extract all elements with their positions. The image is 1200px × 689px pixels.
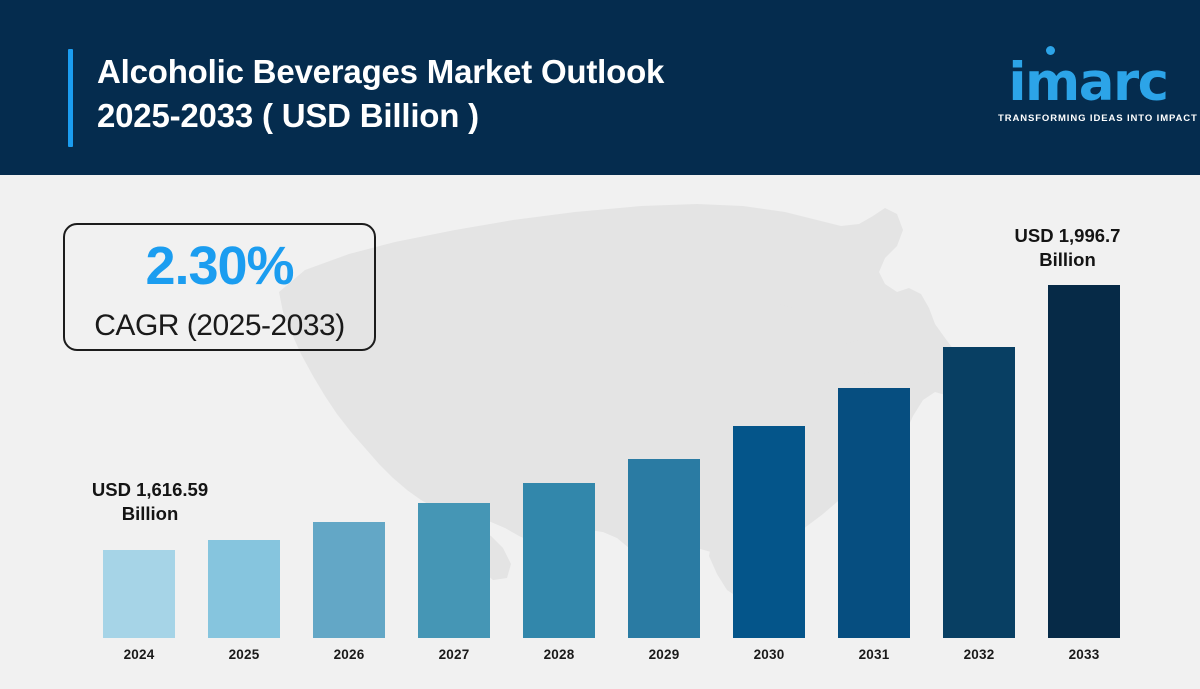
cagr-value: 2.30% — [145, 236, 294, 296]
cagr-label: CAGR (2025-2033) — [94, 309, 345, 342]
x-axis-label-2027: 2027 — [438, 647, 470, 662]
logo-wordmark-label: imarc — [1008, 52, 1169, 113]
x-axis-label-2025: 2025 — [228, 647, 260, 662]
x-axis-label-2024: 2024 — [123, 647, 155, 662]
x-axis-label-2031: 2031 — [858, 647, 890, 662]
cagr-callout-box: 2.30% CAGR (2025-2033) — [63, 223, 376, 351]
bar-2025 — [208, 540, 280, 638]
end-value-amount: USD 1,996.7 — [1014, 225, 1121, 246]
page-title-line-1: Alcoholic Beverages Market Outlook — [97, 53, 665, 90]
header-accent-bar — [68, 49, 73, 147]
x-axis-label-2029: 2029 — [648, 647, 680, 662]
bar-2028 — [523, 483, 595, 638]
bar-2032 — [943, 347, 1015, 638]
logo-wordmark-text: imarc — [998, 46, 1178, 109]
logo-dot-icon — [1046, 46, 1055, 55]
bar-2027 — [418, 503, 490, 638]
x-axis-label-2028: 2028 — [543, 647, 575, 662]
end-value-callout: USD 1,996.7 Billion — [960, 224, 1175, 272]
bar-2026 — [313, 522, 385, 638]
x-axis-label-2033: 2033 — [1068, 647, 1100, 662]
page-title: Alcoholic Beverages Market Outlook 2025-… — [97, 50, 927, 138]
bar-2024 — [103, 550, 175, 638]
logo-tagline: TRANSFORMING IDEAS INTO IMPACT — [998, 113, 1198, 124]
bar-2033 — [1048, 285, 1120, 638]
bar-2029 — [628, 459, 700, 638]
start-value-amount: USD 1,616.59 — [91, 479, 209, 500]
x-axis-label-2032: 2032 — [963, 647, 995, 662]
start-value-callout: USD 1,616.59 Billion — [45, 478, 255, 526]
bar-2030 — [733, 426, 805, 638]
x-axis-label-2030: 2030 — [753, 647, 785, 662]
end-value-unit: Billion — [1039, 249, 1096, 270]
page-title-line-2: 2025-2033 ( USD Billion ) — [97, 97, 479, 134]
header-banner: Alcoholic Beverages Market Outlook 2025-… — [0, 0, 1200, 175]
imarc-logo[interactable]: imarc TRANSFORMING IDEAS INTO IMPACT — [998, 46, 1198, 124]
bar-2031 — [838, 388, 910, 638]
x-axis-label-2026: 2026 — [333, 647, 365, 662]
start-value-unit: Billion — [121, 503, 179, 524]
